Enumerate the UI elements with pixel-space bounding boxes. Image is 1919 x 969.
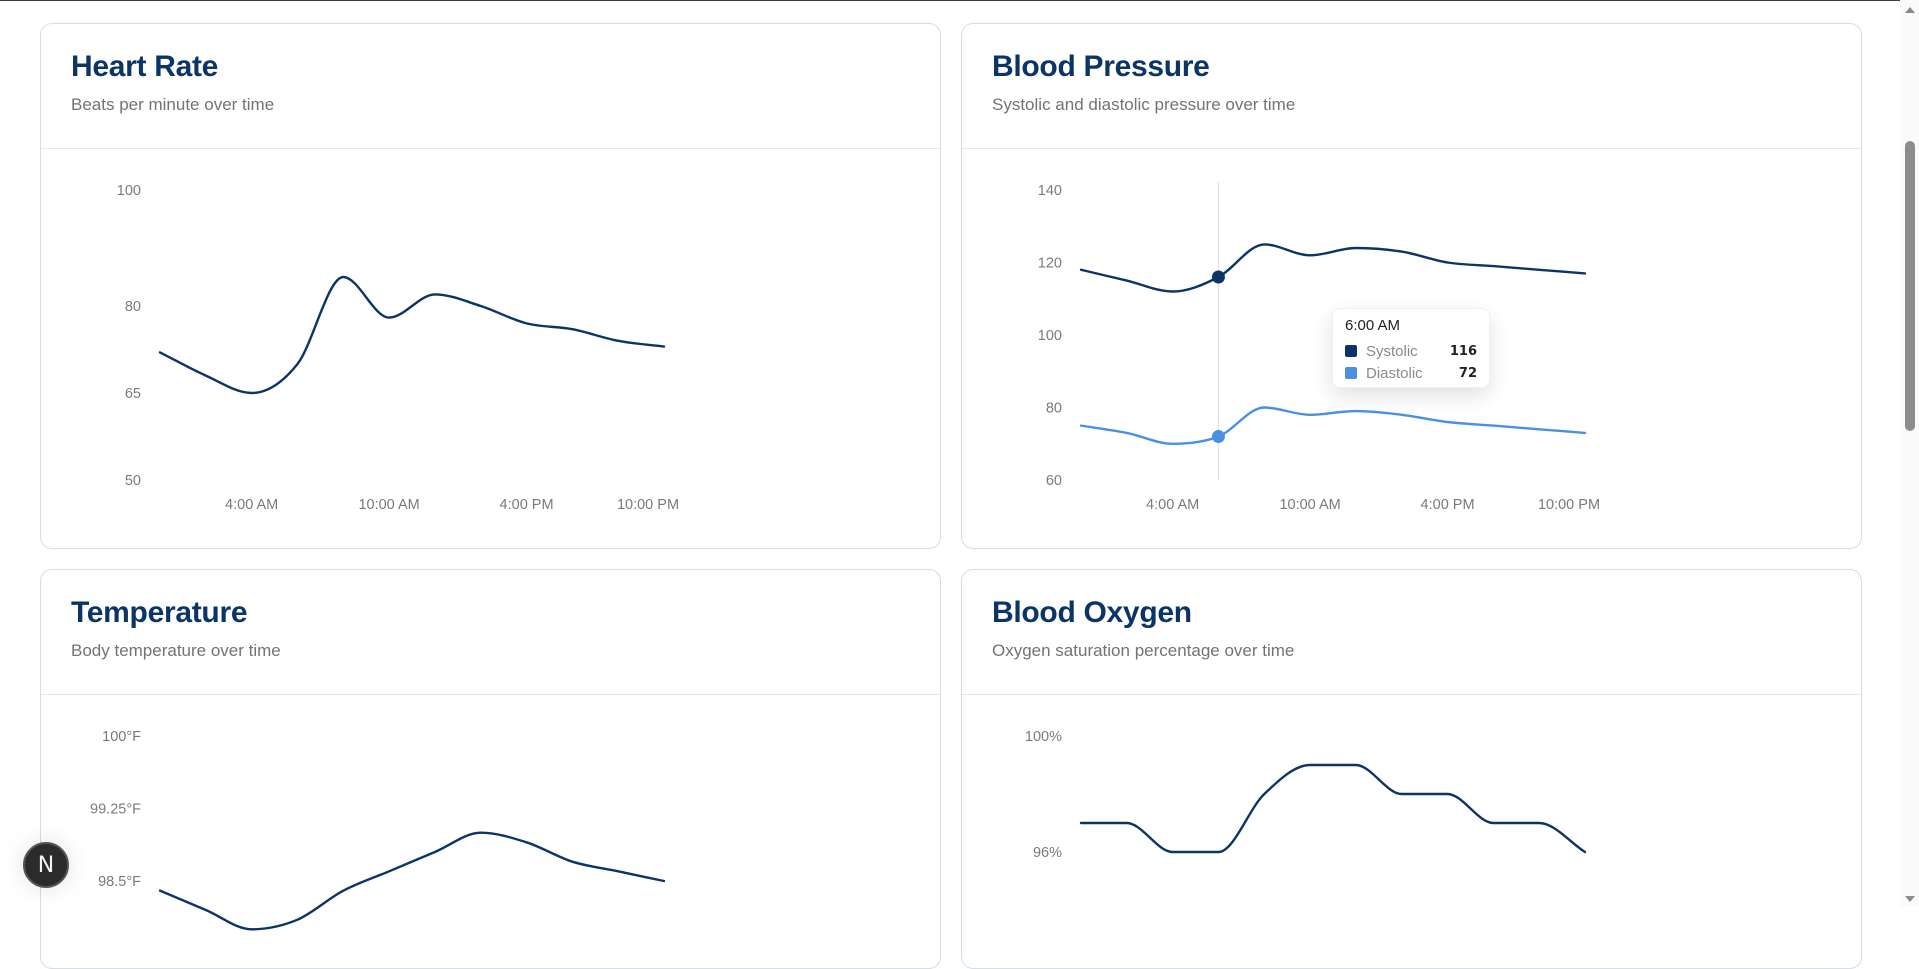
nextjs-dev-tools-button[interactable]: N [23, 842, 69, 888]
tooltip-label: Systolic [1366, 342, 1418, 360]
series-line-diastolic [1079, 406, 1587, 446]
active-dot-systolic [1211, 270, 1225, 284]
y-axis-tick-label: 100% [1025, 729, 1062, 745]
chart-svg[interactable]: 100% 96% [962, 694, 1861, 969]
tooltip-row-diastolic: Diastolic 72 [1345, 362, 1477, 384]
y-axis-tick-label: 120 [1038, 256, 1062, 272]
series-line-blood-oxygen [1079, 763, 1587, 854]
y-axis-tick-label: 60 [1046, 473, 1062, 489]
window-top-border [0, 0, 1900, 1]
series-line-temperature [158, 831, 666, 931]
series-line-systolic [1079, 243, 1587, 293]
card-subtitle: Body temperature over time [71, 641, 281, 660]
card-subtitle: Oxygen saturation percentage over time [992, 641, 1295, 660]
blood-oxygen-chart[interactable]: 100% 96% [962, 694, 1861, 969]
card-title: Heart Rate [71, 50, 219, 83]
scroll-up-arrow-icon[interactable] [1905, 7, 1915, 13]
blood-pressure-card: Blood Pressure Systolic and diastolic pr… [961, 23, 1862, 549]
card-title: Blood Pressure [992, 50, 1210, 83]
scrollbar-thumb[interactable] [1905, 141, 1915, 431]
temperature-chart[interactable]: 100°F 99.25°F 98.5°F [41, 694, 940, 969]
tooltip-value: 116 [1449, 343, 1477, 359]
tooltip-label: Diastolic [1366, 364, 1423, 382]
y-axis-tick-label: 96% [1033, 845, 1062, 861]
card-header: Heart Rate Beats per minute over time [41, 24, 940, 149]
heart-rate-chart[interactable]: 100 80 65 50 4:00 AM 10:00 AM 4:00 PM 10:00 PM [41, 148, 940, 548]
y-axis-tick-label: 100 [1038, 328, 1062, 344]
series-line-heart-rate [158, 275, 666, 395]
y-axis-tick-label: 50 [125, 473, 141, 489]
blood-oxygen-card: Blood Oxygen Oxygen saturation percentag… [961, 569, 1862, 969]
card-title: Temperature [71, 596, 248, 629]
tooltip-row-systolic: Systolic 116 [1345, 340, 1477, 362]
card-header: Blood Oxygen Oxygen saturation percentag… [962, 570, 1861, 695]
y-axis-tick-label: 80 [125, 299, 141, 315]
card-header: Temperature Body temperature over time [41, 570, 940, 695]
diastolic-swatch-icon [1345, 367, 1357, 379]
temperature-card: Temperature Body temperature over time 1… [40, 569, 941, 969]
x-axis-tick-label: 4:00 AM [225, 497, 278, 513]
y-axis-tick-label: 100°F [102, 729, 141, 745]
blood-pressure-chart[interactable]: 140 120 100 80 60 4:00 AM 10:00 AM 4:00 PM 10:00… [962, 148, 1861, 548]
x-axis-tick-label: 4:00 PM [1421, 497, 1475, 513]
x-axis-tick-label: 10:00 PM [1538, 497, 1600, 513]
y-axis-tick-label: 140 [1038, 183, 1062, 199]
chart-svg[interactable]: 140 120 100 80 60 4:00 AM 10:00 AM 4:00 PM 10:00… [962, 148, 1861, 548]
x-axis-tick-label: 4:00 AM [1146, 497, 1199, 513]
vertical-scrollbar[interactable] [1900, 0, 1919, 906]
heart-rate-card: Heart Rate Beats per minute over time 10… [40, 23, 941, 549]
chart-svg[interactable]: 100 80 65 50 4:00 AM 10:00 AM 4:00 PM 10:00 PM [41, 148, 940, 548]
card-subtitle: Beats per minute over time [71, 95, 275, 114]
chart-svg[interactable]: 100°F 99.25°F 98.5°F [41, 694, 940, 969]
x-axis-tick-label: 4:00 PM [500, 497, 554, 513]
active-dot-diastolic [1211, 430, 1225, 443]
card-header: Blood Pressure Systolic and diastolic pr… [962, 24, 1861, 149]
x-axis-tick-label: 10:00 AM [1279, 497, 1340, 513]
y-axis-tick-label: 98.5°F [98, 874, 141, 890]
y-axis-tick-label: 65 [125, 386, 141, 402]
x-axis-tick-label: 10:00 AM [358, 497, 419, 513]
x-axis-tick-label: 10:00 PM [617, 497, 679, 513]
scroll-down-arrow-icon[interactable] [1905, 896, 1915, 902]
card-title: Blood Oxygen [992, 596, 1192, 629]
tooltip-time: 6:00 AM [1345, 317, 1401, 334]
y-axis-tick-label: 100 [117, 183, 141, 199]
card-subtitle: Systolic and diastolic pressure over tim… [992, 95, 1296, 114]
y-axis-tick-label: 80 [1046, 401, 1062, 417]
y-axis-tick-label: 99.25°F [90, 802, 141, 818]
nextjs-logo-icon: N [37, 852, 55, 878]
chart-tooltip: 6:00 AM Systolic 116 Diastolic 72 [1332, 308, 1490, 388]
systolic-swatch-icon [1345, 345, 1357, 357]
tooltip-value: 72 [1458, 365, 1477, 381]
